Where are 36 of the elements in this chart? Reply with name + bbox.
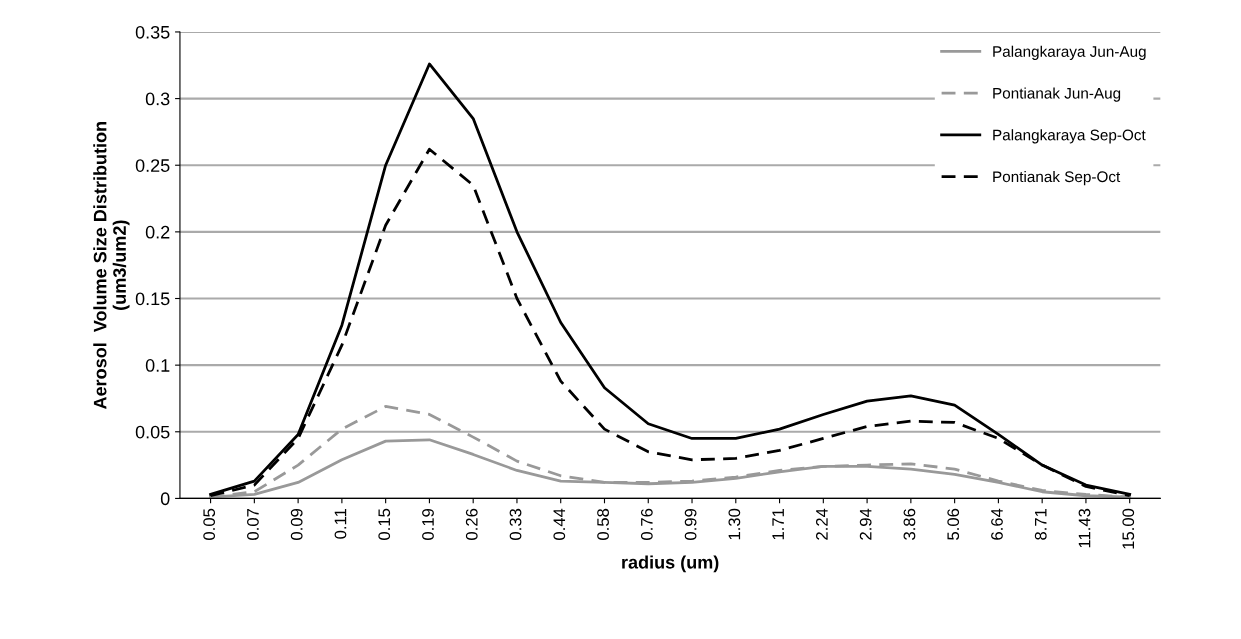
y-tick-label: 0.2: [145, 225, 170, 239]
y-tick-label: 0.35: [135, 25, 170, 39]
y-tick-label: 0.05: [135, 425, 170, 439]
x-tick-label: 0.58: [597, 508, 609, 540]
x-tick-label: 11.43: [1078, 508, 1091, 548]
y-tick-label: 0.15: [135, 292, 170, 306]
x-tick-label: 1.71: [772, 508, 784, 540]
x-tick-label: 0.15: [378, 508, 391, 540]
x-tick-label: 8.71: [1034, 508, 1047, 540]
legend-label: Pontianak Jun-Aug: [993, 87, 1121, 102]
x-tick-label: 0.11: [334, 508, 347, 539]
legend-label: Pontianak Sep-Oct: [993, 170, 1121, 186]
x-tick-label: 3.86: [903, 508, 916, 540]
x-tick-label: 6.64: [991, 508, 1003, 540]
y-tick-label: 0.1: [145, 359, 170, 372]
x-tick-label: 2.24: [816, 508, 828, 540]
y-axis-title: Aerosol Volume Size Distribution (um3/um2): [93, 122, 130, 410]
y-tick-label: 0.25: [135, 159, 170, 172]
legend-label: Palangkaraya Jun-Aug: [993, 45, 1146, 60]
x-tick-label: 0.99: [684, 508, 697, 540]
x-tick-label: 2.94: [859, 508, 872, 540]
x-tick-label: 5.06: [947, 508, 960, 540]
legend-label: Palangkaraya Sep-Oct: [993, 129, 1146, 144]
x-tick-label: 0.05: [203, 508, 216, 540]
x-axis-title: radius (um): [622, 555, 719, 573]
x-tick-label: 0.44: [553, 508, 566, 540]
y-tick-label: 0: [160, 492, 170, 506]
x-tick-label: 0.26: [465, 508, 478, 540]
x-tick-label: 0.19: [422, 508, 434, 540]
y-tick-label: 0.3: [145, 92, 170, 106]
x-tick-label: 0.07: [247, 508, 259, 540]
x-tick-label: 0.76: [640, 508, 653, 540]
x-tick-label: 0.33: [509, 508, 522, 540]
x-tick-label: 0.09: [290, 508, 303, 540]
x-tick-label: 15.00: [1122, 508, 1135, 549]
x-tick-label: 1.30: [728, 508, 741, 540]
